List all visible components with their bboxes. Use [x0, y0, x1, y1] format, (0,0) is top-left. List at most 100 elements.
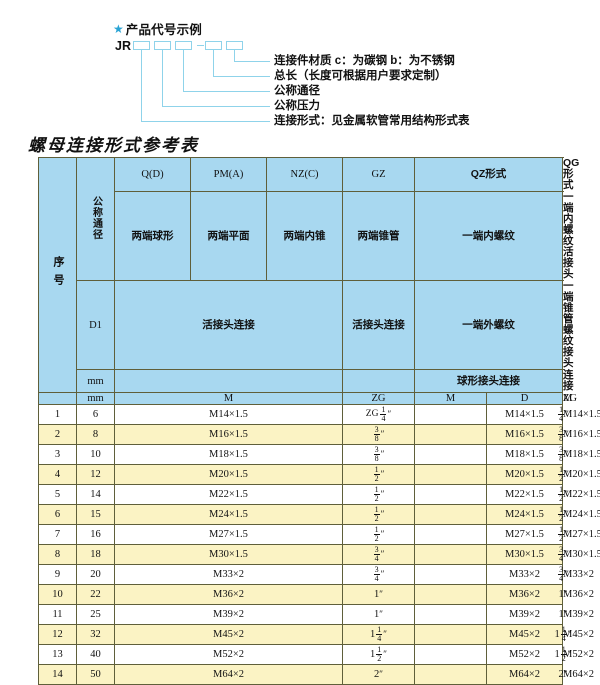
- cell-gz-zg: 1 ″: [342, 584, 415, 606]
- header-desc-gz: 两端锥管: [342, 191, 415, 282]
- header-group-qd: Q(D): [114, 156, 191, 193]
- header-desc-qz: 一端内螺纹: [414, 191, 563, 282]
- page-title: 螺母连接形式参考表: [28, 136, 199, 155]
- cell-qz-m: [414, 544, 487, 566]
- cell-thread-m: M16×1.5: [114, 424, 343, 446]
- cell-gz-zg: 1 2 ″: [342, 504, 415, 526]
- cell-index: 5: [38, 484, 77, 506]
- cell-bore: 32: [76, 624, 115, 646]
- star-icon: ★: [113, 21, 124, 36]
- annotation-nominal-bore: 公称通径: [274, 85, 320, 97]
- leader-line-1-h: [234, 61, 270, 62]
- cell-qz-d: M52×2: [486, 644, 563, 666]
- table-row: 6 15 M24×1.5 1 2 ″ M24×1.5 M24×1.5 1 2 ″: [38, 504, 600, 526]
- cell-qz-m: [414, 404, 487, 426]
- cell-qz-m: [414, 584, 487, 606]
- cell-qz-d: M36×2: [486, 584, 563, 606]
- table-row: 10 22 M36×2 1 ″ M36×2 M36×2 1 ″: [38, 584, 594, 606]
- cell-index: 7: [38, 524, 77, 546]
- cell-qz-m: [414, 604, 487, 626]
- annotation-total-length: 总长（长度可根据用户要求定制）: [274, 70, 447, 82]
- table-row: 1 6 M14×1.5 ZG 1 4 ″ M14×1.5 M14×1.5 1 4 ″: [38, 404, 600, 426]
- code-example-title: ★ 产品代号示例: [113, 19, 202, 38]
- cell-index: 6: [38, 504, 77, 526]
- header-conn-gz: 活接头连接: [342, 280, 415, 371]
- cell-qz-m: [414, 504, 487, 526]
- code-box-5: [226, 41, 243, 50]
- table-row: 8 18 M30×1.5 3 4 ″ M30×1.5 M30×1.5 3 4 ″: [38, 544, 600, 566]
- header-bore-label: 公称通径: [90, 195, 102, 240]
- cell-qz-m: [414, 644, 487, 666]
- header-bore-sub: D1: [76, 280, 115, 371]
- cell-index: 14: [38, 664, 77, 685]
- cell-gz-zg: 3 4 ″: [342, 544, 415, 566]
- header-group-pma: PM(A): [190, 156, 267, 193]
- code-dash: [197, 45, 204, 46]
- cell-bore: 15: [76, 504, 115, 526]
- header-subcol-index: [38, 392, 77, 406]
- cell-thread-m: M45×2: [114, 624, 343, 646]
- code-prefix-jr: JR: [115, 39, 131, 53]
- cell-gz-zg: 3 4 ″: [342, 564, 415, 586]
- table-row: 9 20 M33×2 3 4 ″ M33×2 M33×2 3 4 ″: [38, 564, 594, 586]
- cell-qz-d: M22×1.5: [486, 484, 563, 506]
- header-subcol-d-qz: D: [486, 392, 563, 406]
- cell-gz-zg: 1 2 ″: [342, 464, 415, 486]
- header-desc-nzc: 两端内锥: [266, 191, 343, 282]
- cell-qz-d: M33×2: [486, 564, 563, 586]
- table-header-row-subcols: mm M ZG M D M ZG: [38, 392, 577, 406]
- cell-bore: 8: [76, 424, 115, 446]
- cell-index: 2: [38, 424, 77, 446]
- code-example-label: 产品代号示例: [125, 23, 202, 37]
- cell-index: 12: [38, 624, 77, 646]
- cell-index: 9: [38, 564, 77, 586]
- code-box-4: [205, 41, 222, 50]
- cell-qz-d: M45×2: [486, 624, 563, 646]
- cell-gz-zg: 1 ″: [342, 604, 415, 626]
- annotation-connection-type: 连接形式：见金属软管常用结构形式表: [274, 115, 470, 127]
- cell-thread-m: M39×2: [114, 604, 343, 626]
- leader-line-2-h: [213, 76, 270, 77]
- cell-gz-zg: 2 ″: [342, 664, 415, 685]
- cell-index: 13: [38, 644, 77, 666]
- cell-index: 3: [38, 444, 77, 466]
- header-desc-qd: 两端球形: [114, 191, 191, 282]
- cell-thread-m: M33×2: [114, 564, 343, 586]
- cell-qz-m: [414, 624, 487, 646]
- cell-thread-m: M18×1.5: [114, 444, 343, 466]
- header-group-nzc: NZ(C): [266, 156, 343, 193]
- table-row: 7 16 M27×1.5 1 2 ″ M27×1.5 M27×1.5 1 2 ″: [38, 524, 600, 546]
- cell-qz-m: [414, 484, 487, 506]
- cell-qz-d: M14×1.5: [486, 404, 563, 426]
- annotation-nominal-pressure: 公称压力: [274, 100, 320, 112]
- annotation-material: 连接件材质 c：为碳钢 b：为不锈钢: [274, 55, 455, 67]
- cell-index: 10: [38, 584, 77, 606]
- leader-line-3-v: [183, 50, 184, 91]
- product-code-diagram: ★ 产品代号示例 JR 连接件材质 c：为碳钢 b：为不锈钢 总长（长度可根据用…: [0, 0, 600, 130]
- table-header-row-conn: D1 活接头连接 活接头连接 一端外螺纹 一端锥管螺纹接头: [39, 280, 574, 371]
- header-desc-pma: 两端平面: [190, 191, 267, 282]
- header-bore: 公称通径: [76, 156, 115, 282]
- cell-bore: 50: [76, 664, 115, 685]
- table-row: 5 14 M22×1.5 1 2 ″ M22×1.5 M22×1.5 1 2 ″: [38, 484, 600, 506]
- cell-bore: 14: [76, 484, 115, 506]
- cell-index: 4: [38, 464, 77, 486]
- cell-gz-zg: 3 8 ″: [342, 424, 415, 446]
- cell-qz-d: M20×1.5: [486, 464, 563, 486]
- cell-qz-m: [414, 424, 487, 446]
- leader-line-5-h: [141, 121, 270, 122]
- table-row: 3 10 M18×1.5 3 8 ″ M18×1.5 M18×1.5 3 8 ″: [38, 444, 600, 466]
- table-row: 11 25 M39×2 1 ″ M39×2 M39×2 1 ″: [38, 604, 594, 626]
- cell-bore: 16: [76, 524, 115, 546]
- header-conn2-left: [114, 369, 343, 394]
- cell-qz-m: [414, 564, 487, 586]
- leader-line-4-v: [162, 50, 163, 106]
- cell-thread-m: M36×2: [114, 584, 343, 606]
- cell-qz-d: M64×2: [486, 664, 563, 685]
- cell-qz-d: M27×1.5: [486, 524, 563, 546]
- cell-qz-m: [414, 664, 487, 685]
- cell-qz-d: M30×1.5: [486, 544, 563, 566]
- cell-gz-zg: 1 2 ″: [342, 524, 415, 546]
- leader-line-3-h: [183, 91, 270, 92]
- cell-bore: 40: [76, 644, 115, 666]
